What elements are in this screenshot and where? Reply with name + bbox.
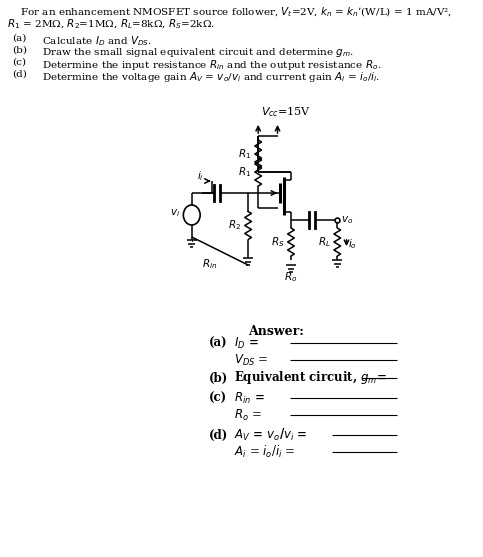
Text: (b): (b)	[12, 46, 27, 55]
Text: $i_o$: $i_o$	[348, 237, 357, 251]
Text: $V_{cc}$=15V: $V_{cc}$=15V	[261, 105, 311, 119]
Text: (a): (a)	[12, 34, 26, 43]
Text: $v_i$: $v_i$	[170, 207, 180, 219]
Text: $v_o$: $v_o$	[341, 214, 353, 226]
Text: For an enhancement NMOSFET source follower, $V_t$=2V, $k_n$ = $k_n$’(W/L) = 1 mA: For an enhancement NMOSFET source follow…	[7, 5, 452, 18]
Text: Equivalent circuit, $g_m$=: Equivalent circuit, $g_m$=	[234, 369, 386, 387]
Text: $R_{in}$: $R_{in}$	[202, 257, 217, 271]
Text: $A_i$ = $i_o$/$i_i$ =: $A_i$ = $i_o$/$i_i$ =	[234, 444, 295, 460]
Text: (d): (d)	[12, 70, 27, 79]
Text: $I_D$ =: $I_D$ =	[234, 335, 259, 350]
Text: $A_V$ = $v_o$/$v_i$ =: $A_V$ = $v_o$/$v_i$ =	[234, 427, 307, 443]
Text: (c): (c)	[12, 58, 26, 67]
Text: $i_i$: $i_i$	[197, 169, 203, 183]
Text: (d): (d)	[209, 428, 228, 442]
Text: $R_L$: $R_L$	[318, 235, 330, 249]
Text: $R_1$: $R_1$	[238, 165, 252, 179]
Text: (a): (a)	[209, 336, 227, 349]
Text: $R_2$: $R_2$	[228, 218, 242, 232]
Text: $R_1$ = 2MΩ, $R_2$=1MΩ, $R_L$=8kΩ, $R_S$=2kΩ.: $R_1$ = 2MΩ, $R_2$=1MΩ, $R_L$=8kΩ, $R_S$…	[7, 17, 215, 31]
Text: Answer:: Answer:	[248, 325, 304, 338]
Text: $R_o$: $R_o$	[284, 270, 298, 284]
Text: (c): (c)	[209, 392, 227, 404]
Text: (b): (b)	[209, 372, 228, 384]
Text: $R_S$: $R_S$	[270, 235, 284, 249]
Text: Determine the input resistance $R_{in}$ and the output resistance $R_o$.: Determine the input resistance $R_{in}$ …	[42, 58, 382, 72]
Text: Determine the voltage gain $A_V$ = $v_o$/$v_i$ and current gain $A_i$ = $i_o$/$i: Determine the voltage gain $A_V$ = $v_o$…	[42, 70, 380, 84]
Text: Draw the small signal equivalent circuit and determine $g_m$.: Draw the small signal equivalent circuit…	[42, 46, 354, 59]
Text: $R_o$ =: $R_o$ =	[234, 408, 262, 423]
Text: Calculate $I_D$ and $V_{DS}$.: Calculate $I_D$ and $V_{DS}$.	[42, 34, 152, 48]
Text: $V_{DS}$ =: $V_{DS}$ =	[234, 353, 268, 368]
Text: $R_1$: $R_1$	[238, 147, 252, 161]
Text: $R_{in}$ =: $R_{in}$ =	[234, 390, 265, 405]
